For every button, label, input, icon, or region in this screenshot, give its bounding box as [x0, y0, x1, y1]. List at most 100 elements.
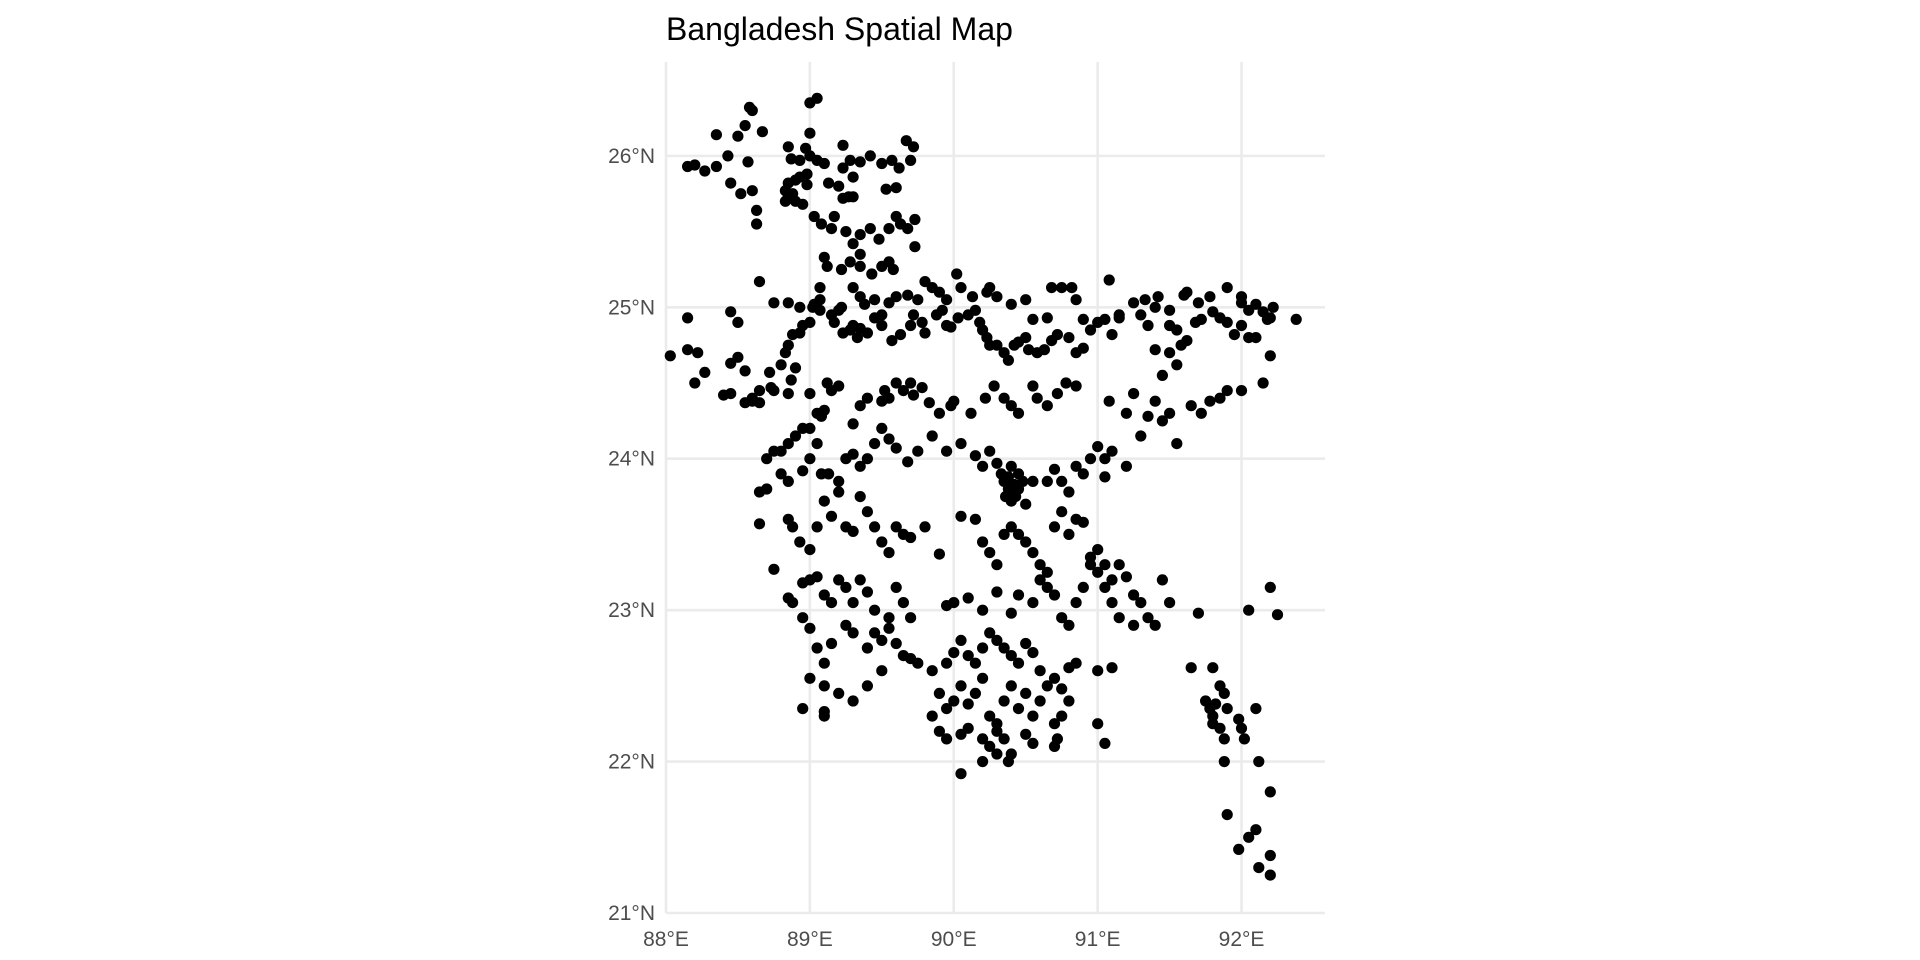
data-point: [916, 316, 928, 328]
data-point: [854, 229, 866, 241]
data-point: [998, 733, 1010, 745]
data-point: [1128, 619, 1140, 631]
data-point: [847, 418, 859, 430]
data-point: [1135, 309, 1147, 321]
data-point: [955, 510, 967, 522]
data-point: [804, 388, 816, 400]
data-point: [768, 385, 780, 397]
data-point: [735, 188, 747, 200]
data-point: [969, 687, 982, 700]
data-point: [1099, 581, 1111, 594]
data-point: [902, 289, 914, 301]
data-point: [664, 350, 676, 362]
data-point: [1077, 581, 1089, 594]
data-point: [1192, 607, 1204, 619]
data-point: [699, 165, 711, 177]
data-point: [1113, 612, 1125, 624]
data-point: [1192, 297, 1204, 309]
data-point: [768, 297, 780, 309]
data-point: [725, 357, 737, 369]
data-point: [710, 160, 723, 173]
data-point: [936, 304, 948, 316]
y-tick-label: 24°N: [608, 448, 655, 471]
data-point: [864, 150, 876, 162]
data-point: [1235, 297, 1248, 309]
data-point: [1048, 718, 1061, 730]
data-point: [797, 612, 809, 624]
data-point: [869, 312, 881, 324]
data-point: [1063, 332, 1075, 344]
data-point: [1077, 313, 1089, 325]
data-point: [926, 710, 938, 722]
data-point: [890, 182, 902, 194]
data-point: [926, 665, 938, 677]
data-point: [1084, 453, 1097, 465]
data-point: [883, 622, 895, 634]
data-point: [1099, 471, 1111, 483]
data-point: [869, 627, 881, 639]
data-point: [833, 486, 845, 498]
data-point: [1041, 566, 1053, 578]
data-point: [1017, 475, 1029, 487]
data-point: [1084, 559, 1097, 571]
data-point: [1002, 471, 1015, 483]
data-point: [761, 453, 773, 465]
data-point: [797, 198, 809, 210]
data-point: [1020, 687, 1032, 700]
data-point: [876, 319, 888, 332]
data-point: [1185, 400, 1197, 412]
data-point: [883, 433, 895, 445]
data-point: [1041, 312, 1053, 324]
data-point: [1142, 612, 1154, 624]
data-point: [1027, 313, 1039, 325]
data-point: [991, 586, 1003, 598]
data-point: [787, 597, 799, 609]
data-point: [1185, 662, 1197, 674]
data-point: [722, 150, 734, 162]
data-point: [1250, 703, 1262, 715]
data-point: [1218, 733, 1230, 745]
data-point: [847, 695, 859, 707]
data-point: [1005, 400, 1017, 412]
data-point: [1034, 574, 1046, 586]
data-point: [1233, 713, 1245, 725]
data-point: [876, 536, 888, 548]
data-point: [991, 457, 1003, 469]
y-tick-label: 23°N: [608, 599, 655, 622]
data-point: [725, 177, 737, 189]
data-point: [1113, 559, 1125, 571]
data-point: [689, 377, 701, 389]
data-point: [753, 518, 766, 530]
data-point: [955, 768, 967, 780]
data-point: [823, 468, 835, 480]
data-point: [1103, 274, 1115, 286]
data-point: [979, 392, 992, 404]
data-point: [840, 619, 852, 631]
data-point: [919, 327, 931, 339]
data-point: [1002, 354, 1015, 366]
data-point: [873, 233, 885, 245]
data-point: [828, 316, 840, 328]
data-point: [1056, 282, 1068, 294]
data-point: [1005, 298, 1017, 310]
data-point: [821, 260, 833, 272]
data-point: [1204, 291, 1216, 303]
data-point: [890, 581, 902, 594]
data-point: [941, 703, 953, 715]
data-point: [887, 263, 899, 276]
x-tick-label: 88°E: [643, 928, 689, 951]
data-point: [1012, 703, 1025, 715]
data-point: [998, 528, 1010, 541]
data-point: [837, 139, 849, 151]
data-point: [818, 404, 830, 416]
data-point: [861, 680, 874, 692]
data-point: [912, 657, 924, 669]
y-tick-label: 25°N: [608, 296, 655, 319]
data-point: [789, 362, 802, 374]
data-point: [955, 438, 967, 450]
data-point: [1207, 662, 1219, 674]
data-point: [1218, 756, 1230, 768]
data-point: [880, 183, 892, 195]
data-point: [779, 195, 792, 207]
data-point: [869, 294, 881, 306]
